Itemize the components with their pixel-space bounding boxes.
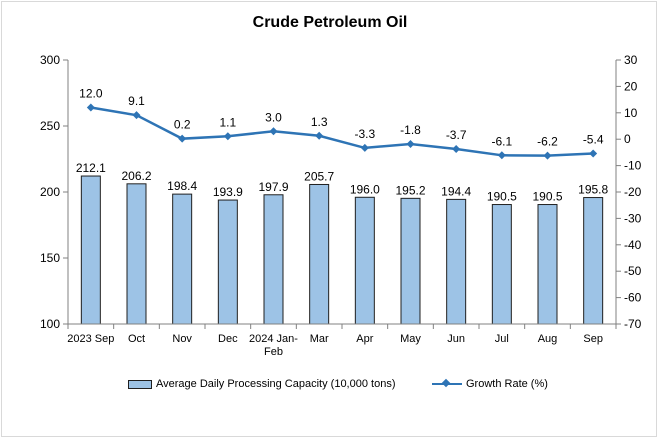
bar [172, 193, 193, 325]
bar-data-label: 194.4 [441, 184, 471, 198]
growth-rate-point [269, 127, 278, 136]
right-axis-tick-label: -30 [624, 211, 642, 225]
bar-data-label: 195.2 [395, 183, 425, 197]
line-data-label: -1.8 [400, 123, 421, 137]
legend-swatch-bar [128, 379, 152, 389]
left-axis-tick-label: 100 [40, 317, 60, 331]
bar-data-label: 196.0 [350, 182, 380, 196]
growth-rate-point [315, 131, 324, 140]
x-axis-tick-label: 2023 Sep [67, 333, 114, 345]
legend-label-capacity: Average Daily Processing Capacity (10,00… [156, 378, 396, 390]
legend-label-growth: Growth Rate (%) [466, 378, 548, 390]
right-axis-tick-label: 0 [624, 132, 631, 146]
left-axis-tick-label: 250 [40, 119, 60, 133]
x-axis-tick-label: Jun [447, 333, 465, 345]
bar [263, 194, 284, 325]
bar-data-label: 198.4 [167, 179, 197, 193]
legend-item-growth: Growth Rate (%) [432, 378, 548, 390]
line-data-label: -3.3 [354, 127, 375, 141]
x-axis-tick-label: May [400, 333, 421, 345]
legend: Average Daily Processing Capacity (10,00… [0, 378, 660, 398]
bar [217, 199, 238, 325]
bar [446, 198, 467, 325]
bar-data-label: 195.8 [578, 183, 608, 197]
bar [583, 197, 604, 325]
right-axis-tick-label: -40 [624, 238, 642, 252]
chart-title: Crude Petroleum Oil [252, 14, 408, 31]
growth-rate-line [90, 106, 594, 157]
line-data-label: -3.7 [446, 128, 467, 142]
growth-rate-point [178, 134, 187, 143]
right-axis-tick-label: -70 [624, 317, 642, 331]
bar [309, 183, 330, 325]
line-data-label: 3.0 [265, 110, 282, 124]
bar [126, 183, 147, 325]
x-axis-tick-label: Apr [356, 333, 373, 345]
x-axis-tick-label: Feb [264, 346, 283, 358]
line-data-label: 0.2 [174, 118, 191, 132]
left-axis-tick-label: 150 [40, 251, 60, 265]
x-axis-tick-label: Dec [218, 333, 238, 345]
bar [491, 204, 512, 325]
bar [400, 197, 421, 325]
growth-rate-point [497, 151, 506, 160]
x-axis-tick-label: Jul [495, 333, 509, 345]
line-data-label: -6.2 [537, 135, 558, 149]
right-axis-tick-label: -10 [624, 159, 642, 173]
bar-data-label: 197.9 [258, 180, 288, 194]
x-axis-tick-label: Sep [583, 333, 603, 345]
growth-rate-point [86, 103, 95, 112]
left-axis-tick-label: 300 [40, 53, 60, 67]
x-axis-tick-label: Nov [172, 333, 192, 345]
right-axis-tick-label: 10 [624, 106, 638, 120]
line-data-label: 12.0 [79, 87, 103, 101]
growth-rate-point [452, 144, 461, 153]
line-data-label: -5.4 [583, 132, 604, 146]
right-axis-tick-label: 30 [624, 53, 638, 67]
left-axis-tick-label: 200 [40, 185, 60, 199]
bar [80, 175, 101, 325]
bar-data-label: 212.1 [76, 161, 106, 175]
growth-rate-point [406, 139, 415, 148]
growth-rate-point [223, 132, 232, 141]
line-data-label: -6.1 [491, 134, 512, 148]
line-data-label: 1.3 [311, 115, 328, 129]
bar-data-label: 190.5 [532, 190, 562, 204]
growth-rate-point [132, 111, 141, 120]
right-axis-tick-label: -20 [624, 185, 642, 199]
right-axis-tick-label: 20 [624, 79, 638, 93]
right-axis-tick-label: -50 [624, 264, 642, 278]
bar [537, 204, 558, 325]
legend-swatch-line [432, 378, 462, 389]
x-axis-tick-label: Oct [128, 333, 145, 345]
bar [354, 196, 375, 325]
growth-rate-point [543, 151, 552, 160]
line-data-label: 9.1 [128, 94, 145, 108]
growth-rate-point [589, 149, 598, 158]
bar-data-label: 206.2 [121, 169, 151, 183]
growth-rate-point [360, 143, 369, 152]
line-data-label: 1.1 [219, 115, 236, 129]
bar-data-label: 190.5 [487, 190, 517, 204]
x-axis-tick-label: 2024 Jan- [249, 333, 298, 345]
x-axis-tick-label: Aug [538, 333, 558, 345]
bar-data-label: 205.7 [304, 169, 334, 183]
bar-data-label: 193.9 [213, 185, 243, 199]
right-axis-tick-label: -60 [624, 291, 642, 305]
legend-item-capacity: Average Daily Processing Capacity (10,00… [128, 378, 395, 390]
x-axis-tick-label: Mar [310, 333, 329, 345]
